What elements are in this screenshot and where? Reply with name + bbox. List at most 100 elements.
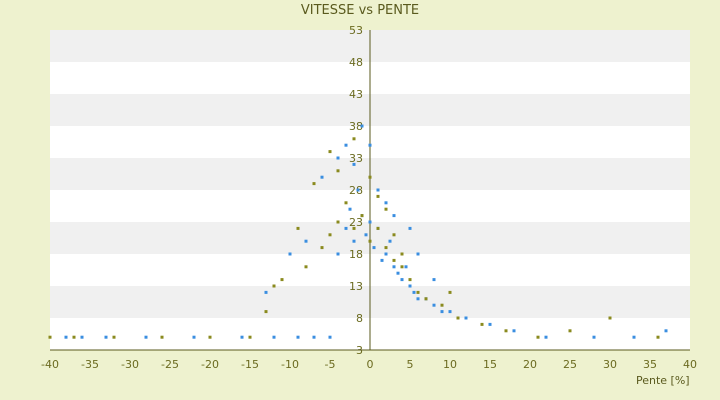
data-point bbox=[376, 194, 380, 198]
x-axis-label: Pente [%] bbox=[636, 374, 690, 387]
data-point bbox=[296, 335, 300, 339]
data-point bbox=[656, 335, 660, 339]
data-point bbox=[72, 335, 76, 339]
data-point bbox=[64, 335, 68, 339]
y-tick-label: 8 bbox=[356, 312, 363, 325]
data-point bbox=[352, 226, 356, 230]
x-tick-label: 15 bbox=[483, 358, 497, 371]
x-tick-label: 25 bbox=[563, 358, 577, 371]
data-point bbox=[336, 169, 340, 173]
x-tick-label: -15 bbox=[241, 358, 259, 371]
data-point bbox=[280, 278, 284, 282]
data-point bbox=[440, 303, 444, 307]
data-point bbox=[632, 335, 636, 339]
data-point bbox=[464, 316, 468, 320]
y-tick-labels: 38131823283338434853 bbox=[349, 24, 363, 357]
x-tick-label: -10 bbox=[281, 358, 299, 371]
data-point bbox=[408, 278, 412, 282]
data-point bbox=[352, 162, 356, 166]
data-point bbox=[400, 265, 404, 269]
data-point bbox=[160, 335, 164, 339]
data-point bbox=[328, 150, 332, 154]
data-point bbox=[352, 137, 356, 141]
y-tick-label: 38 bbox=[349, 120, 363, 133]
data-point bbox=[360, 124, 364, 128]
data-point bbox=[384, 201, 388, 205]
data-point bbox=[240, 335, 244, 339]
data-point bbox=[392, 258, 396, 262]
data-point bbox=[104, 335, 108, 339]
data-point bbox=[288, 252, 292, 256]
data-point bbox=[48, 335, 52, 339]
data-point bbox=[384, 252, 388, 256]
data-point bbox=[384, 246, 388, 250]
x-tick-labels: -40 -35 -30 -25 -20 -15 -10 -5 0 5 10 15 20 25 30 35 40 bbox=[41, 358, 697, 371]
x-tick-label: -40 bbox=[41, 358, 59, 371]
data-point bbox=[192, 335, 196, 339]
data-point bbox=[344, 143, 348, 147]
data-point bbox=[400, 252, 404, 256]
data-point bbox=[312, 182, 316, 186]
y-tick-label: 43 bbox=[349, 88, 363, 101]
x-tick-label: 30 bbox=[603, 358, 617, 371]
data-point bbox=[368, 239, 372, 243]
data-point bbox=[376, 226, 380, 230]
data-point bbox=[356, 188, 360, 192]
data-point bbox=[272, 335, 276, 339]
data-point bbox=[512, 329, 516, 333]
x-tick-label: -20 bbox=[201, 358, 219, 371]
data-point bbox=[344, 226, 348, 230]
data-point bbox=[664, 329, 668, 333]
y-tick-label: 28 bbox=[349, 184, 363, 197]
data-point bbox=[568, 329, 572, 333]
data-point bbox=[248, 335, 252, 339]
data-point bbox=[112, 335, 116, 339]
data-point bbox=[372, 246, 376, 250]
x-tick-label: 35 bbox=[643, 358, 657, 371]
y-tick-label: 13 bbox=[349, 280, 363, 293]
data-point bbox=[304, 239, 308, 243]
x-tick-label: 0 bbox=[367, 358, 374, 371]
data-point bbox=[368, 175, 372, 179]
data-point bbox=[408, 284, 412, 288]
data-point bbox=[404, 265, 408, 269]
data-point bbox=[440, 310, 444, 314]
y-tick-label: 23 bbox=[349, 216, 363, 229]
data-point bbox=[392, 233, 396, 237]
y-tick-label: 48 bbox=[349, 56, 363, 69]
data-point bbox=[144, 335, 148, 339]
y-tick-label: 53 bbox=[349, 24, 363, 37]
data-point bbox=[536, 335, 540, 339]
y-tick-label: 33 bbox=[349, 152, 363, 165]
data-point bbox=[384, 207, 388, 211]
x-tick-label: -25 bbox=[161, 358, 179, 371]
x-tick-label: -30 bbox=[121, 358, 139, 371]
x-tick-label: -35 bbox=[81, 358, 99, 371]
data-point bbox=[364, 233, 368, 237]
data-point bbox=[608, 316, 612, 320]
data-point bbox=[320, 246, 324, 250]
data-point bbox=[264, 310, 268, 314]
data-point bbox=[432, 278, 436, 282]
data-point bbox=[488, 322, 492, 326]
data-point bbox=[424, 297, 428, 301]
data-point bbox=[352, 239, 356, 243]
data-point bbox=[456, 316, 460, 320]
x-tick-label: -5 bbox=[325, 358, 336, 371]
data-point bbox=[328, 335, 332, 339]
data-point bbox=[388, 239, 392, 243]
data-point bbox=[592, 335, 596, 339]
data-point bbox=[344, 201, 348, 205]
data-point bbox=[416, 290, 420, 294]
data-point bbox=[80, 335, 84, 339]
data-point bbox=[432, 303, 436, 307]
x-tick-label: 5 bbox=[407, 358, 414, 371]
x-tick-label: 20 bbox=[523, 358, 537, 371]
data-point bbox=[348, 207, 352, 211]
data-points bbox=[48, 124, 668, 339]
data-point bbox=[320, 175, 324, 179]
x-tick-label: 40 bbox=[683, 358, 697, 371]
data-point bbox=[208, 335, 212, 339]
data-point bbox=[480, 322, 484, 326]
